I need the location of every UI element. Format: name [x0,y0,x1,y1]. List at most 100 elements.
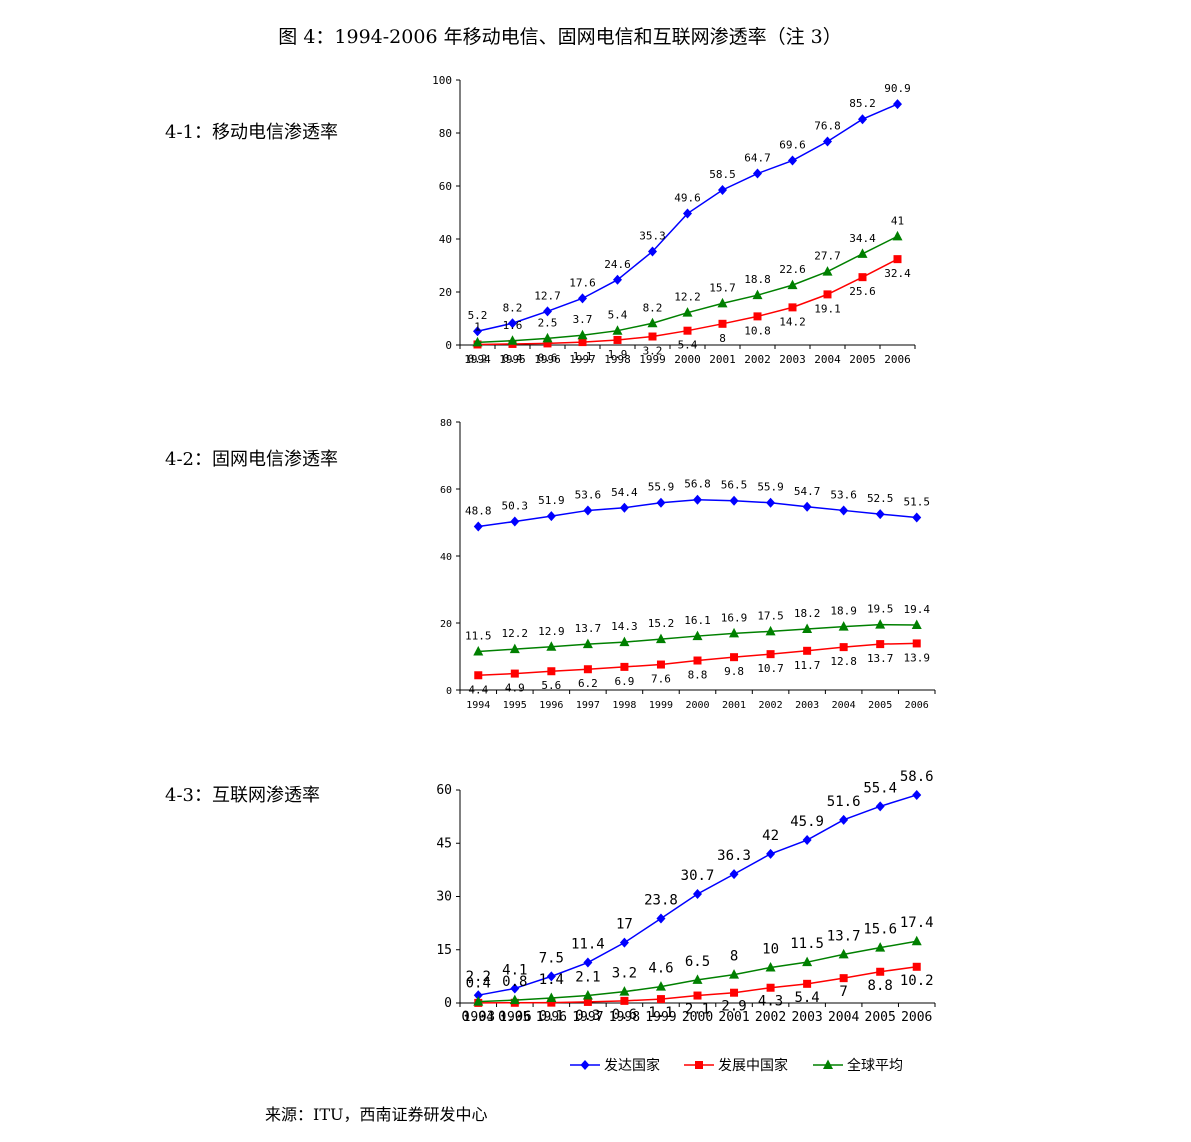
developed-point [546,971,556,982]
developing-data-label: 2.1 [685,1002,710,1018]
developed-data-label: 85.2 [849,97,876,110]
x-tick-label: 1998 [604,353,631,366]
global-data-label: 8.2 [643,301,663,314]
global-point [655,981,666,991]
developed-data-label: 45.9 [790,814,824,830]
developing-point [543,339,552,348]
developed-data-label: 90.9 [884,82,911,95]
global-data-label: 5.4 [608,309,628,322]
y-tick-label: 20 [440,619,452,630]
global-point [875,942,886,952]
global-point [682,307,693,317]
developing-data-label: 0.1 [539,1009,564,1025]
y-tick-label: 60 [439,180,452,193]
global-data-label: 1.6 [503,319,523,332]
x-tick-label: 1994 [466,700,490,711]
legend-marker-developing [695,1061,703,1069]
developing-data-label: 0.6 [612,1007,637,1023]
developed-data-label: 54.7 [794,485,821,498]
developing-point [766,650,775,659]
x-tick-label: 1998 [609,1010,640,1025]
global-point [802,956,813,967]
y-tick-label: 60 [440,485,452,496]
global-data-label: 11.5 [790,936,824,952]
developed-data-label: 55.4 [863,780,897,796]
global-point [838,948,849,959]
developed-data-label: 56.5 [721,479,748,492]
global-data-label: 15.6 [863,922,897,938]
x-tick-label: 2001 [718,1010,749,1025]
developing-point [656,995,665,1004]
global-point [509,994,520,1005]
y-tick-label: 80 [439,127,452,140]
global-data-label: 19.4 [903,603,930,616]
global-point [542,332,553,343]
developed-point [543,306,552,317]
developing-point [823,290,832,299]
developed-data-label: 17 [616,917,633,933]
global-point [647,317,658,328]
developed-point [839,814,849,825]
developing-point [693,991,702,1000]
developed-data-label: 64.7 [744,152,771,165]
global-data-label: 3.2 [612,966,637,982]
developing-point [583,997,592,1006]
developing-data-label: 7.6 [651,673,671,686]
y-tick-label: 0 [445,339,452,352]
developing-data-label: 7 [839,984,847,1000]
global-point [857,248,868,258]
global-point [729,627,740,638]
global-data-label: 17.5 [757,609,784,622]
y-tick-label: 15 [436,943,452,958]
developed-point [578,293,587,304]
global-point [577,329,588,340]
legend-label-developing: 发展中国家 [718,1057,788,1074]
developed-data-label: 51.5 [903,495,930,508]
fixed-line-penetration-chart: 0 20 40 60 80 1994 1995 1996 1997 1998 1999 2000 200… [440,418,936,711]
developing-point [620,662,629,671]
x-tick-label: 1994 [464,353,491,366]
developed-data-label: 51.9 [538,494,565,507]
figure-title: 图 4：1994-2006 年移动电信、固网电信和互联网渗透率（注 3） [278,26,842,48]
developed-point [473,326,482,337]
developed-data-label: 54.4 [611,486,638,499]
developed-data-label: 7.5 [539,950,564,966]
x-tick-label: 1996 [539,700,563,711]
developed-data-label: 35.3 [639,229,666,242]
developing-point [648,332,657,341]
developed-point [875,509,885,520]
developing-data-label: 32.4 [884,267,911,280]
global-point [582,638,593,649]
global-data-label: 34.4 [849,232,876,245]
developed-point [766,497,776,508]
developed-point [619,502,629,513]
global-point [752,289,763,300]
developing-point [788,303,797,312]
developed-data-label: 53.6 [575,488,602,501]
legend-marker-developed [580,1060,590,1070]
developing-data-label: 19.1 [814,302,841,315]
developed-data-label: 2.2 [466,969,491,985]
x-tick-label: 1999 [649,700,673,711]
chart-1-label: 4-1：移动电信渗透率 [165,122,338,143]
developed-data-label: 51.6 [827,794,861,810]
developing-point [753,312,762,321]
developing-data-label: 13.7 [867,652,894,665]
developing-point [656,660,665,669]
developed-point [839,505,849,516]
developed-point [893,99,902,110]
developing-point [912,962,921,971]
global-data-label: 13.7 [827,928,861,944]
developing-data-label: 8.8 [688,669,708,682]
global-data-label: 16.9 [721,611,748,624]
developing-data-label: 0.6 [538,351,558,364]
developing-data-label: 6.9 [614,675,634,688]
global-point [765,962,776,972]
internet-penetration-chart: 0 15 30 45 60 1994 1995 1996 1997 1998 1999 2000 200… [436,769,936,1074]
global-point [546,992,557,1003]
developed-data-label: 56.8 [684,478,711,491]
source-note: 来源：ITU，西南证券研发中心 [265,1105,488,1124]
developed-data-label: 42 [762,828,779,844]
developing-data-label: 5.4 [794,990,819,1006]
global-point [655,633,666,644]
